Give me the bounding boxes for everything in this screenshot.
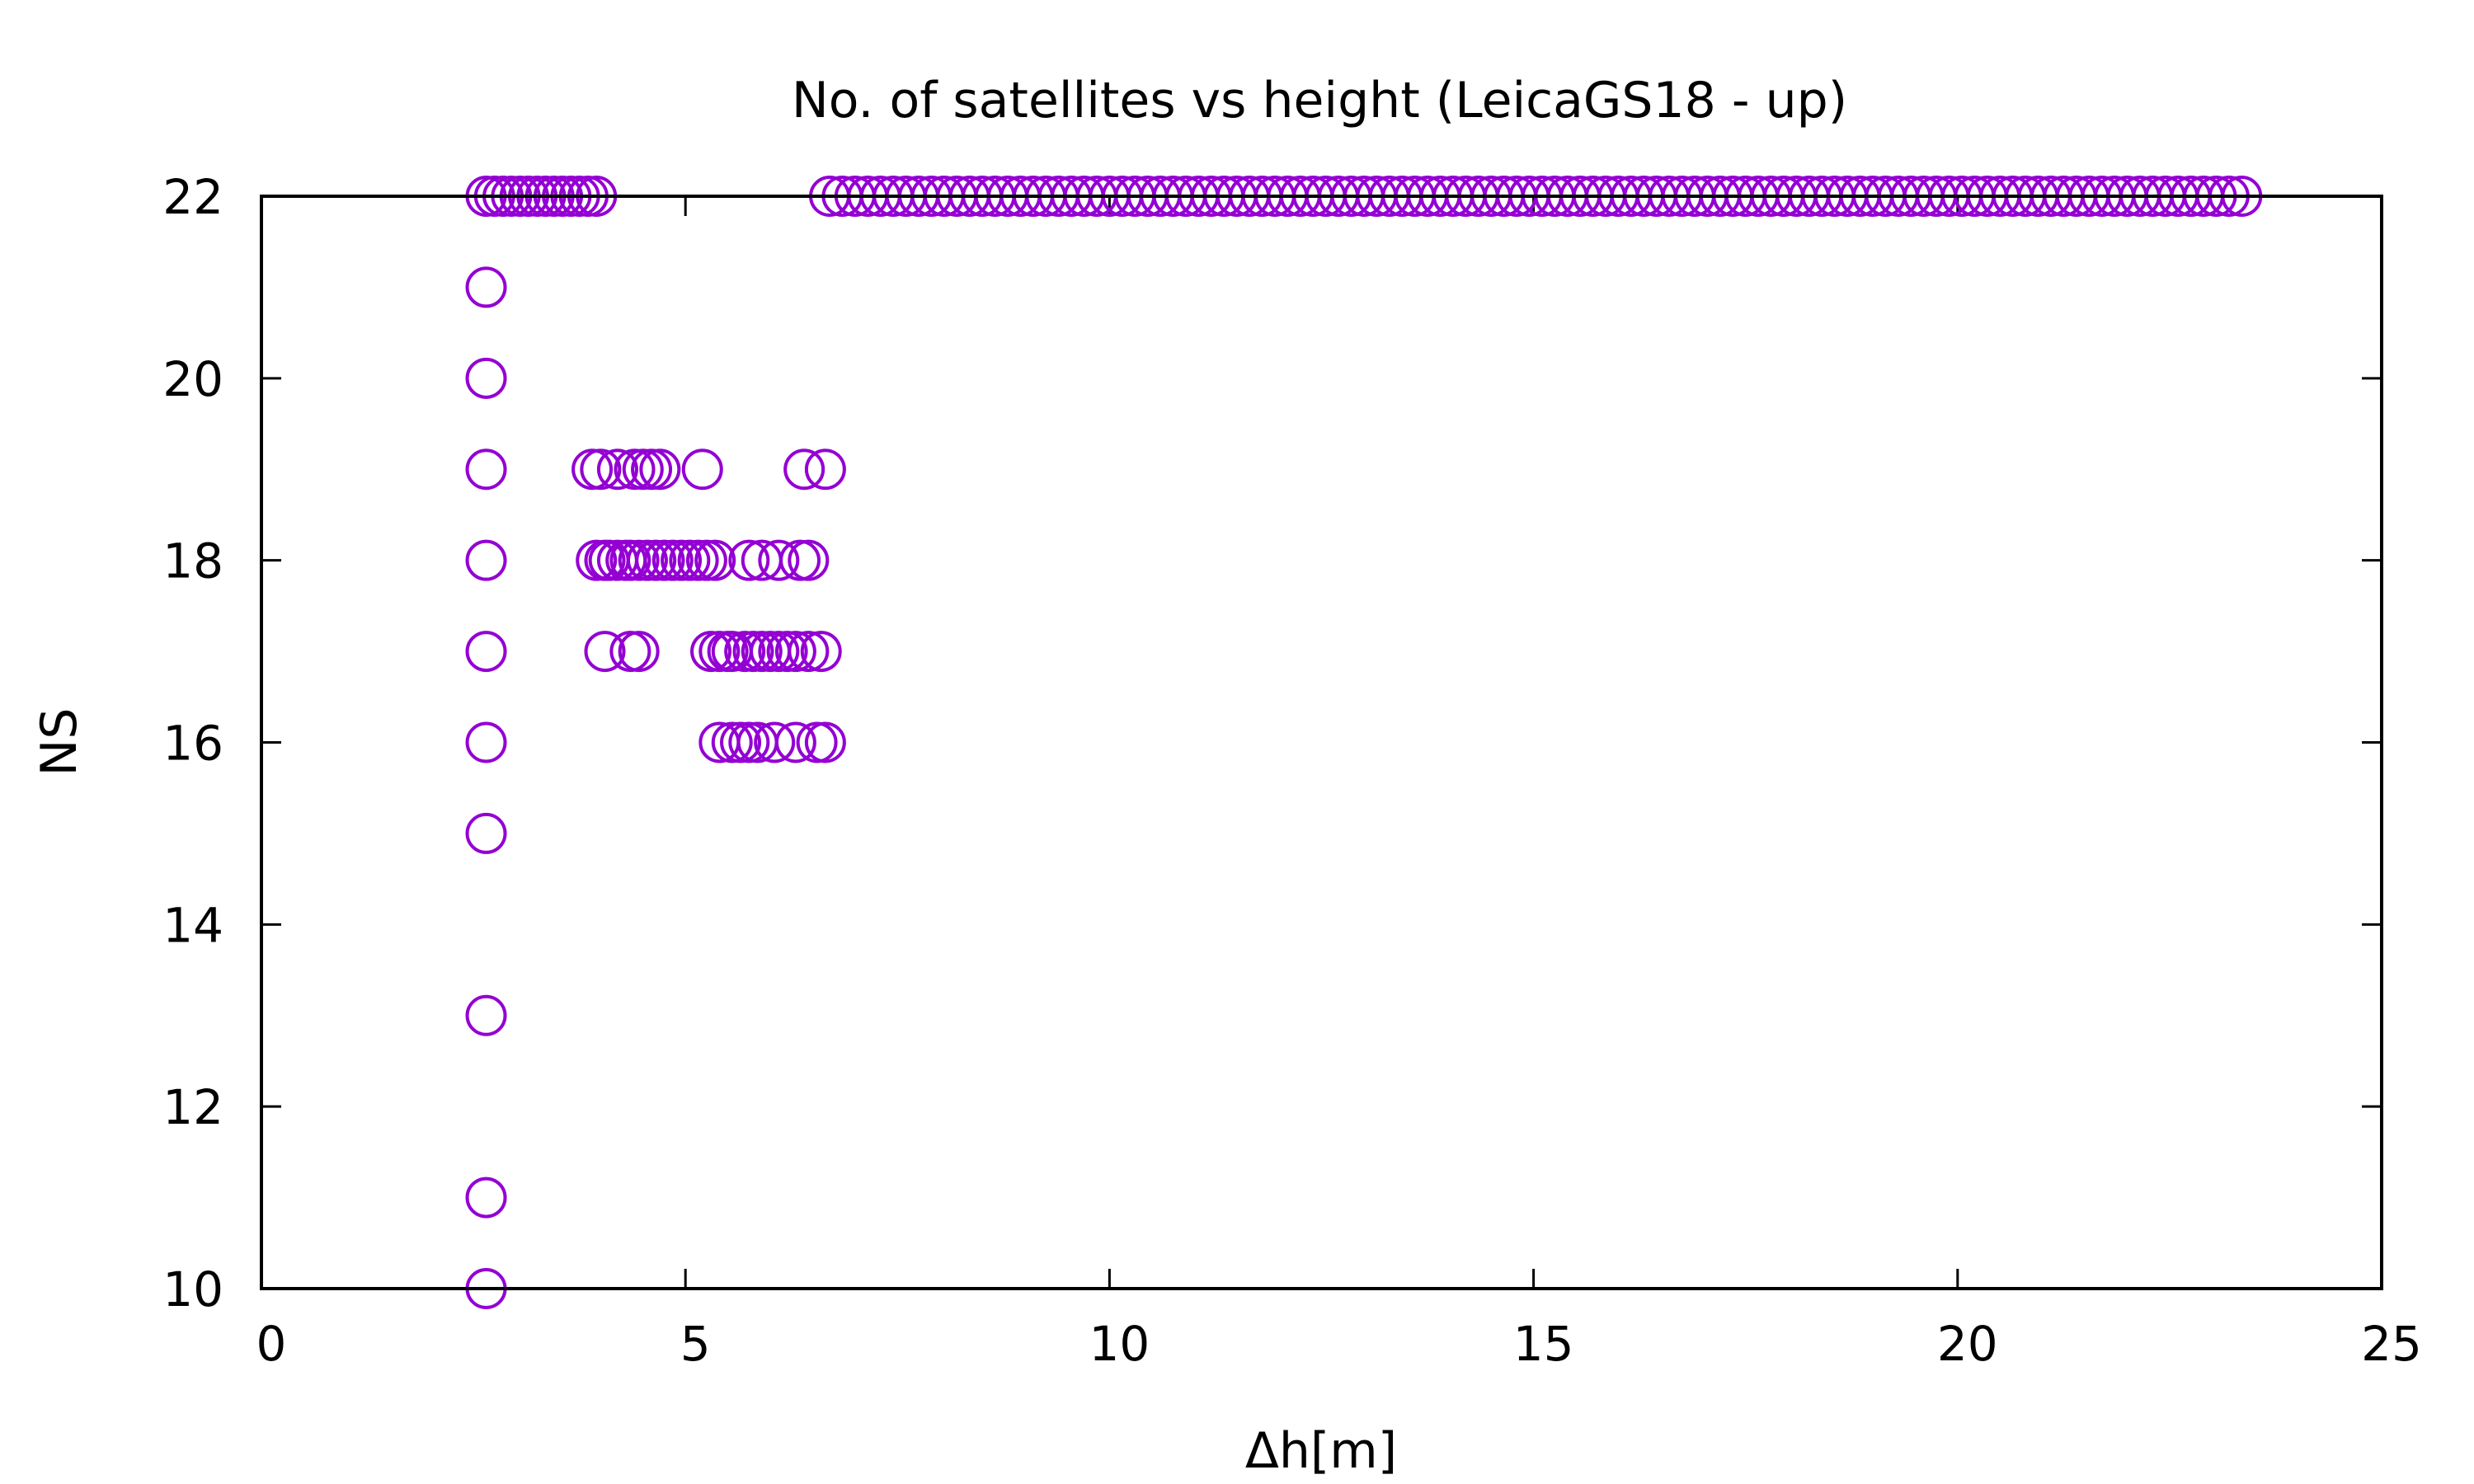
y-tick-label: 22 <box>162 169 223 225</box>
data-point <box>741 631 783 673</box>
data-point <box>465 721 507 763</box>
data-points <box>465 176 2263 1309</box>
data-point <box>728 721 770 763</box>
data-point <box>465 357 507 399</box>
data-point <box>571 448 614 491</box>
data-point <box>728 539 770 581</box>
data-point <box>677 539 719 581</box>
data-point <box>766 631 808 673</box>
data-point <box>465 994 507 1036</box>
data-point <box>639 448 681 491</box>
y-axis-title: NS <box>31 708 88 777</box>
data-point <box>465 1176 507 1219</box>
x-tick-label: 10 <box>1089 1316 1150 1372</box>
x-tick-label: 25 <box>2361 1316 2422 1372</box>
data-point <box>580 448 622 491</box>
data-point <box>631 448 673 491</box>
data-point <box>614 448 656 491</box>
data-point <box>643 539 685 581</box>
x-tick-label: 20 <box>1937 1316 1998 1372</box>
chart-title: No. of satellites vs height (LeicaGS18 -… <box>792 72 1847 129</box>
data-point <box>724 631 766 673</box>
data-point <box>465 539 507 581</box>
data-point <box>774 721 816 763</box>
data-point <box>698 631 741 673</box>
data-point <box>465 631 507 673</box>
y-tick-label: 20 <box>162 351 223 407</box>
data-point <box>758 631 800 673</box>
data-point <box>758 539 800 581</box>
data-point <box>661 539 703 581</box>
data-point <box>694 539 736 581</box>
y-tick-label: 14 <box>162 897 223 953</box>
data-point <box>584 631 626 673</box>
data-point <box>465 266 507 308</box>
x-tick-label: 5 <box>680 1316 711 1372</box>
data-point <box>609 631 651 673</box>
data-point <box>783 448 825 491</box>
x-tick-label: 15 <box>1513 1316 1574 1372</box>
data-point <box>651 539 694 581</box>
data-point <box>465 448 507 491</box>
y-tick-label: 10 <box>162 1261 223 1317</box>
data-point <box>618 631 660 673</box>
x-tick-label: 0 <box>256 1316 287 1372</box>
data-point <box>465 812 507 854</box>
data-point <box>732 631 774 673</box>
data-point <box>796 721 838 763</box>
data-point <box>754 721 796 763</box>
data-point <box>711 721 753 763</box>
data-point <box>576 539 618 581</box>
data-point <box>788 539 830 581</box>
y-tick-label: 16 <box>162 716 223 772</box>
data-point <box>779 539 821 581</box>
data-point <box>596 448 638 491</box>
data-point <box>618 539 660 581</box>
data-point <box>804 448 846 491</box>
data-point <box>685 539 727 581</box>
data-point <box>804 721 846 763</box>
data-point <box>669 539 711 581</box>
data-point <box>622 448 664 491</box>
y-tick-label: 12 <box>162 1079 223 1135</box>
data-point <box>690 631 732 673</box>
data-point <box>788 631 830 673</box>
data-point <box>681 448 723 491</box>
data-point <box>720 721 762 763</box>
tick-labels: 0 5 10 15 20 25 10 12 14 16 18 20 22 <box>162 169 2422 1372</box>
plot-area-frame <box>260 195 2383 1290</box>
data-point <box>774 631 816 673</box>
data-point <box>800 631 842 673</box>
y-tick-label: 18 <box>162 533 223 589</box>
data-point <box>609 539 651 581</box>
data-point <box>635 539 677 581</box>
data-point <box>626 539 668 581</box>
x-axis-title: Δh[m] <box>1245 1422 1397 1480</box>
